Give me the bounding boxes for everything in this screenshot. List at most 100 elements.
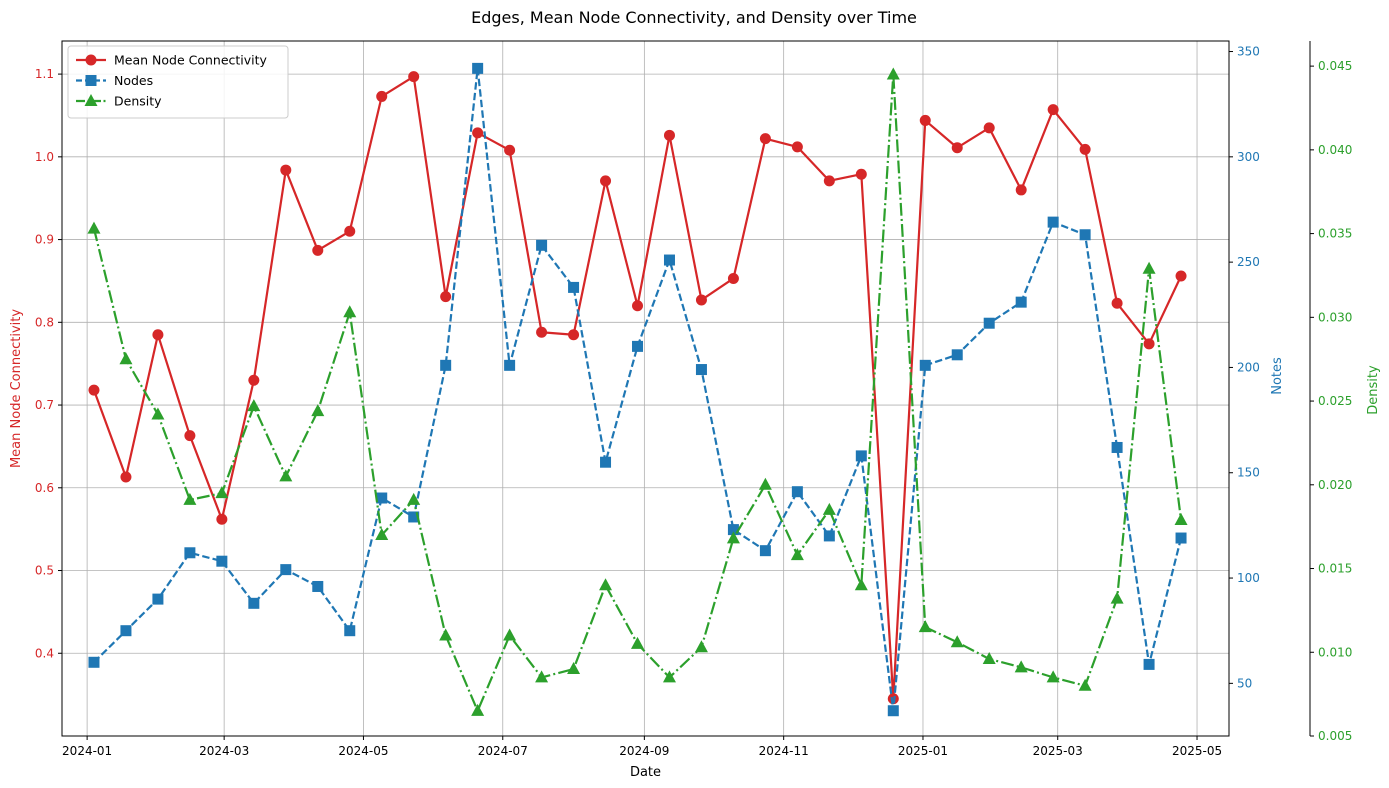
data-point (1142, 261, 1156, 274)
data-point (311, 404, 325, 417)
data-point (88, 656, 100, 668)
data-point (248, 597, 260, 609)
data-point (84, 94, 98, 106)
legend: Mean Node Connectivity Nodes Density (67, 45, 289, 119)
data-point (1047, 104, 1059, 116)
grid (62, 41, 1229, 736)
data-point (280, 164, 292, 176)
data-point (152, 593, 164, 605)
data-point (1015, 296, 1027, 308)
y-axis-left-label: Mean Node Connectivity (9, 309, 24, 468)
y-left-tick-label: 1.1 (35, 67, 54, 81)
data-point (1079, 143, 1091, 155)
plot-frame (61, 40, 1230, 737)
data-point (600, 175, 612, 187)
data-point (727, 524, 739, 536)
x-tick-label: 2025-03 (1033, 744, 1083, 758)
data-point (1143, 338, 1155, 350)
series-line (92, 73, 1183, 712)
data-point (918, 620, 932, 633)
data-point (823, 175, 835, 187)
y-right2-tick-label: 0.040 (1318, 143, 1352, 157)
data-point (85, 54, 97, 66)
y-right2-tick-label: 0.020 (1318, 478, 1352, 492)
data-point (631, 636, 645, 649)
y-right2-tick-label: 0.030 (1318, 310, 1352, 324)
data-point (983, 317, 995, 329)
x-tick-label: 2024-01 (62, 744, 112, 758)
y-left-tick-label: 0.4 (35, 646, 54, 660)
legend-item: Mean Node Connectivity (76, 53, 268, 68)
x-axis-label: Date (630, 765, 661, 780)
legend-label: Density (114, 94, 162, 109)
data-point (1079, 229, 1091, 241)
data-point (759, 133, 771, 145)
data-point (1111, 441, 1123, 453)
data-point (504, 144, 516, 156)
data-point (694, 640, 708, 653)
data-point (1175, 270, 1187, 282)
data-point (663, 254, 675, 266)
data-point (1174, 512, 1188, 525)
data-point (375, 528, 389, 541)
y-right1-tick-label: 250 (1237, 255, 1260, 269)
chart-title: Edges, Mean Node Connectivity, and Densi… (471, 8, 917, 27)
series-mean-node-connectivity (88, 71, 1187, 705)
data-point (440, 291, 452, 303)
data-point (407, 492, 421, 505)
data-point (662, 670, 676, 683)
x-tick-label: 2025-01 (898, 744, 948, 758)
y-right1-tick-label: 150 (1237, 466, 1260, 480)
y-left-tick-label: 0.8 (35, 315, 54, 329)
data-point (1047, 216, 1059, 228)
data-point (280, 564, 292, 576)
data-point (1110, 591, 1124, 604)
data-point (854, 578, 868, 591)
data-point (600, 456, 612, 468)
data-point (312, 244, 324, 256)
data-point (1143, 658, 1155, 670)
data-point (887, 705, 899, 717)
data-point (568, 329, 580, 341)
data-point (855, 450, 867, 462)
data-point (279, 469, 293, 482)
legend-label: Nodes (114, 73, 153, 88)
data-point (1046, 670, 1060, 683)
data-point (950, 635, 964, 648)
legend-box (67, 45, 289, 119)
data-point (791, 141, 803, 153)
data-point (536, 239, 548, 251)
data-point (88, 384, 100, 396)
data-point (471, 703, 485, 716)
data-point (85, 75, 97, 86)
y-left-tick-label: 0.6 (35, 481, 54, 495)
data-point (184, 547, 196, 559)
data-point (312, 580, 324, 592)
y-right2-tick-label: 0.005 (1318, 729, 1352, 743)
data-point (1111, 297, 1123, 309)
data-point (982, 651, 996, 664)
data-point (1078, 678, 1092, 691)
data-point (951, 142, 963, 154)
data-point (1175, 532, 1187, 544)
data-point (951, 349, 963, 361)
data-point (247, 399, 261, 412)
legend-item: Nodes (76, 73, 153, 88)
data-point (855, 168, 867, 180)
x-tick-label: 2024-05 (338, 744, 388, 758)
series-layer (87, 62, 1188, 717)
data-point (344, 225, 356, 237)
data-point (344, 625, 356, 637)
data-point (216, 555, 228, 567)
data-point (408, 71, 420, 83)
x-tick-label: 2024-09 (619, 744, 669, 758)
data-point (1014, 660, 1028, 673)
data-point (887, 693, 899, 705)
legend-label: Mean Node Connectivity (114, 53, 268, 68)
series-density (87, 67, 1188, 716)
data-point (822, 502, 836, 515)
y-right1-tick-label: 350 (1237, 45, 1260, 59)
data-point (758, 477, 772, 490)
legend-item: Density (76, 94, 162, 109)
data-point (215, 486, 229, 499)
